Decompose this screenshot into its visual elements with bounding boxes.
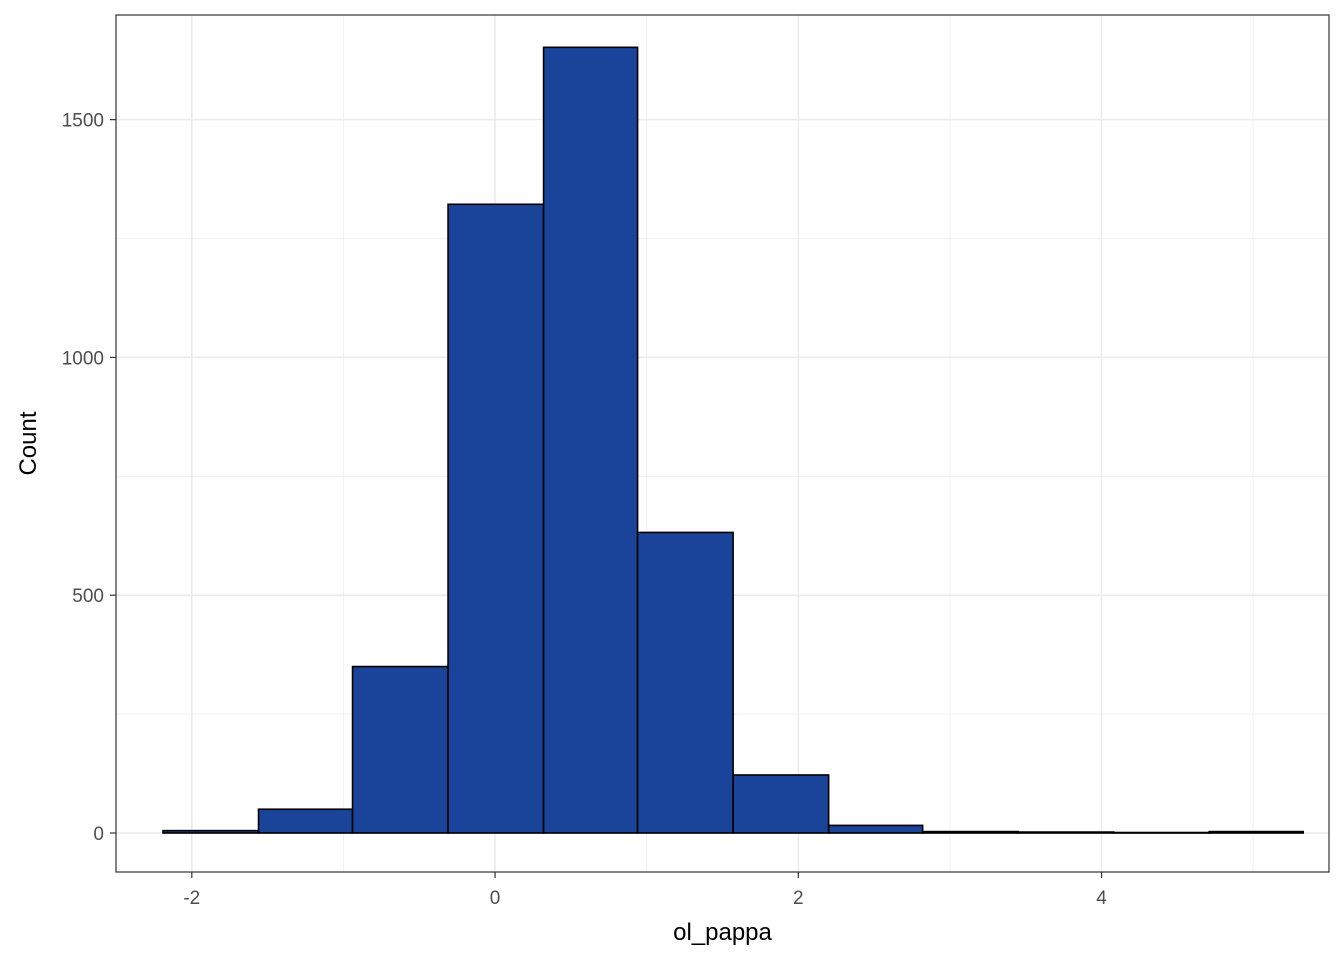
histogram-bar — [827, 824, 924, 834]
panel-border — [115, 14, 1330, 873]
grid-layer — [116, 15, 1329, 872]
histogram-bar — [257, 808, 354, 834]
histogram-bar — [1208, 830, 1305, 834]
y-tick-label: 0 — [93, 824, 104, 845]
y-axis-title: Count — [15, 411, 42, 475]
histogram-bar — [447, 203, 545, 834]
histogram-bar — [162, 829, 260, 834]
histogram-bar — [732, 774, 830, 834]
histogram-bar — [542, 46, 639, 834]
x-tick-label: 0 — [490, 888, 501, 909]
histogram-bar — [921, 830, 1019, 834]
x-tick-label: 4 — [1096, 888, 1107, 909]
histogram-bar — [351, 665, 449, 834]
histogram-bar — [1112, 831, 1211, 834]
ticks-layer: -2 0 2 4 0 500 1000 1500 — [62, 111, 1108, 909]
histogram-bar — [1017, 831, 1115, 834]
bars-layer — [162, 46, 1305, 834]
y-tick-label: 1000 — [62, 348, 104, 369]
x-tick-label: -2 — [183, 888, 200, 909]
x-axis-title: ol_pappa — [673, 919, 772, 946]
y-tick-label: 500 — [72, 586, 104, 607]
y-tick-label: 1500 — [62, 111, 104, 132]
histogram-bar — [636, 531, 734, 834]
x-tick-label: 2 — [793, 888, 804, 909]
